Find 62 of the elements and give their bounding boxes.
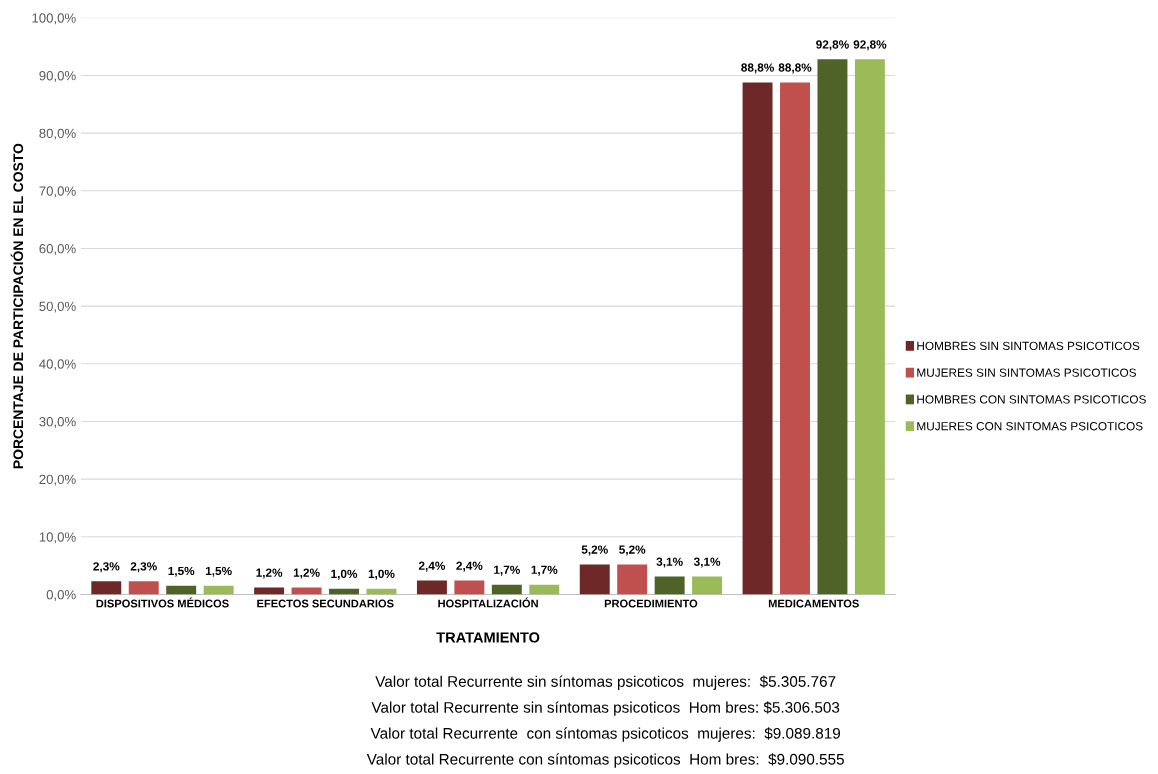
x-tick-label: PROCEDIMIENTO <box>604 599 698 608</box>
x-tick-label: EFECTOS SECUNDARIOS <box>257 599 394 608</box>
data-label: 2,4% <box>456 561 483 572</box>
data-label: 1,0% <box>331 569 358 580</box>
data-label: 3,1% <box>693 557 721 568</box>
y-tick-label: 20,0% <box>39 474 76 486</box>
legend-label: MUJERES CON SINTOMAS PSICOTICOS <box>917 422 1143 431</box>
bar <box>416 580 447 595</box>
bar <box>742 82 773 595</box>
text: Valor total Recurrente con síntomas psicoticos Hom bres: $9.090.555 <box>366 753 844 768</box>
y-tick-label: 60,0% <box>39 244 76 255</box>
y-tick-label: 30,0% <box>39 417 76 428</box>
legend-label: HOMBRES SIN SINTOMAS PSICOTICOS <box>917 341 1140 351</box>
data-label: 2,3% <box>130 562 157 573</box>
legend-label: HOMBRES CON SINTOMAS PSICOTICOS <box>917 395 1146 404</box>
data-label: 92,8% <box>816 40 849 51</box>
bar <box>617 564 648 595</box>
bar <box>128 581 159 595</box>
data-label: 3,1% <box>656 557 683 568</box>
text: Valor total Recurrente sin síntomas psicoticos Hom bres: $5.306.503 <box>371 701 840 716</box>
y-tick-label: 40,0% <box>39 359 76 371</box>
bar <box>654 576 685 595</box>
y-axis-title: PORCENTAJE DE PARTICIPACIÓN EN EL COSTO <box>10 143 24 469</box>
data-label: 1,7% <box>494 565 520 576</box>
y-tick-label: 80,0% <box>39 128 76 140</box>
y-tick-label: 100,0% <box>32 13 76 25</box>
data-label: 1,2% <box>293 568 320 579</box>
bar <box>780 82 810 595</box>
y-tick-label: 90,0% <box>39 71 76 82</box>
x-axis-title: TRATAMIENTO <box>436 632 540 643</box>
text: Valor total Recurrente con síntomas psicoticos mujeres: $9.089.819 <box>370 727 841 742</box>
y-tick-label: 10,0% <box>39 532 76 544</box>
bar <box>529 584 560 595</box>
data-label: 2,4% <box>418 561 446 572</box>
data-label: 5,2% <box>619 545 646 556</box>
x-tick-label: MEDICAMENTOS <box>768 599 859 608</box>
y-tick-label: 50,0% <box>39 301 76 313</box>
data-label: 92,8% <box>853 40 887 51</box>
bar <box>491 584 522 595</box>
bar <box>579 564 610 595</box>
bar <box>203 585 234 595</box>
bar <box>454 580 485 595</box>
x-tick-label: HOSPITALIZACIÓN <box>438 597 538 608</box>
data-label: 1,2% <box>256 568 283 579</box>
bar <box>166 585 197 595</box>
data-label: 1,7% <box>531 565 558 576</box>
data-label: 88,8% <box>778 63 812 74</box>
data-label: 1,5% <box>205 566 232 577</box>
bar <box>91 581 122 595</box>
legend-label: MUJERES SIN SINTOMAS PSICOTICOS <box>917 368 1137 377</box>
y-tick-label: 0,0% <box>46 590 76 601</box>
data-label: 1,0% <box>368 569 395 580</box>
bar <box>692 576 723 595</box>
data-label: 5,2% <box>581 545 608 556</box>
x-tick-label: DISPOSITIVOS MÉDICOS <box>96 597 229 608</box>
bar <box>854 59 885 595</box>
data-label: 88,8% <box>741 63 774 74</box>
data-label: 1,5% <box>168 566 195 577</box>
bar <box>817 59 848 595</box>
y-tick-label: 70,0% <box>39 186 76 198</box>
text: Valor total Recurrente sin síntomas psicoticos mujeres: $5.305.767 <box>375 675 836 690</box>
data-label: 2,3% <box>93 562 120 573</box>
